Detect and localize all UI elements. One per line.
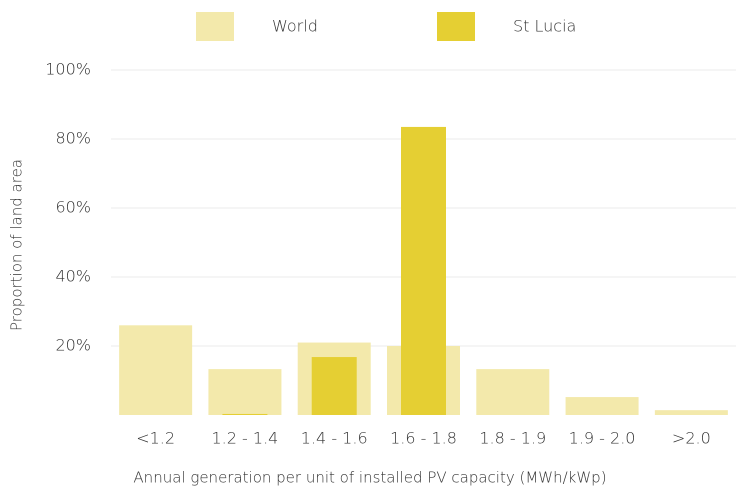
x-tick-label: 1.4 - 1.6 bbox=[301, 429, 368, 448]
legend-swatch bbox=[437, 12, 475, 41]
y-tick-label: 20% bbox=[55, 336, 91, 355]
x-tick-label: 1.2 - 1.4 bbox=[212, 429, 279, 448]
x-tick-label: 1.6 - 1.8 bbox=[390, 429, 457, 448]
legend-swatch bbox=[196, 12, 234, 41]
y-tick-label: 100% bbox=[45, 60, 91, 79]
x-axis-title: Annual generation per unit of installed … bbox=[133, 469, 606, 487]
bar bbox=[565, 397, 639, 415]
y-axis-title: Proportion of land area bbox=[8, 159, 26, 331]
y-tick-label: 80% bbox=[55, 129, 91, 148]
x-tick-label: >2.0 bbox=[672, 429, 711, 448]
bar bbox=[654, 410, 728, 415]
x-tick-label: 1.8 - 1.9 bbox=[479, 429, 546, 448]
legend-label: World bbox=[272, 17, 318, 36]
y-tick-label: 40% bbox=[55, 267, 91, 286]
x-tick-label: <1.2 bbox=[136, 429, 175, 448]
bar bbox=[311, 357, 357, 415]
bar bbox=[119, 325, 193, 415]
x-tick-label: 1.9 - 2.0 bbox=[569, 429, 636, 448]
bar bbox=[208, 369, 282, 415]
bar bbox=[222, 413, 268, 415]
y-tick-label: 60% bbox=[55, 198, 91, 217]
legend-label: St Lucia bbox=[513, 17, 576, 36]
bar bbox=[401, 126, 446, 416]
bar bbox=[476, 369, 550, 415]
